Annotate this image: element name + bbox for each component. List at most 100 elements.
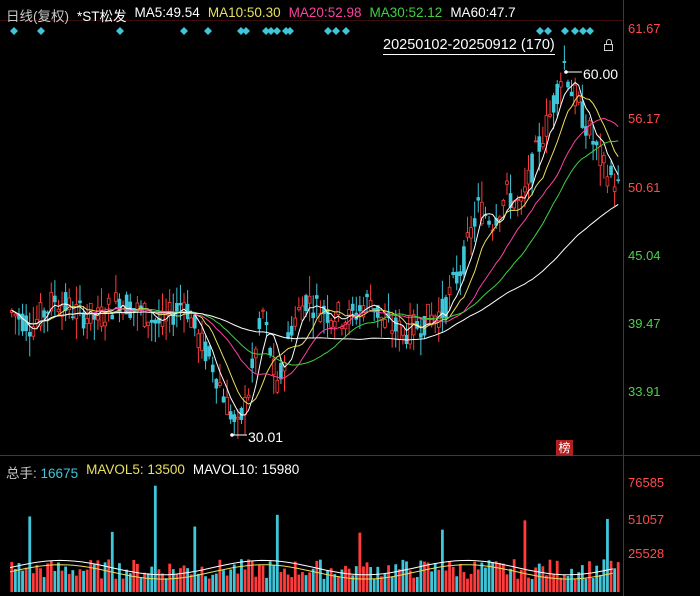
candle-body bbox=[42, 310, 46, 318]
volume-bar bbox=[110, 531, 114, 592]
high-dot bbox=[564, 70, 568, 74]
volume-bar bbox=[562, 574, 566, 592]
candle-body bbox=[602, 155, 606, 164]
candle-body bbox=[78, 300, 82, 304]
volume-bar bbox=[275, 514, 279, 592]
volume-bar bbox=[297, 574, 301, 592]
candle-body bbox=[178, 302, 183, 306]
candle-body bbox=[555, 83, 560, 104]
candle-body bbox=[580, 101, 585, 128]
candle-body bbox=[336, 302, 341, 316]
date-range[interactable]: 20250102-20250912 (170) bbox=[383, 37, 555, 55]
candle-body bbox=[218, 382, 222, 386]
low-price-label: 30.01 bbox=[248, 429, 284, 445]
volume-bar bbox=[135, 563, 139, 592]
volume-bar bbox=[114, 578, 118, 592]
volume-bar bbox=[423, 561, 426, 592]
candle-body bbox=[221, 396, 226, 403]
volume-bar bbox=[476, 569, 480, 592]
candle-body bbox=[426, 303, 430, 326]
ma60-readout: MA60:47.7 bbox=[450, 5, 516, 20]
candle-body bbox=[390, 330, 394, 334]
volume-bar bbox=[588, 561, 591, 592]
volume-bar bbox=[570, 568, 573, 592]
event-marker-icon bbox=[332, 27, 340, 35]
candle-body bbox=[365, 293, 369, 298]
volume-bar bbox=[171, 569, 175, 592]
ma20-readout: MA20:52.98 bbox=[288, 5, 362, 20]
price-axis-label: 45.04 bbox=[628, 248, 661, 263]
volume-bar bbox=[46, 563, 50, 592]
volume-bar bbox=[376, 566, 380, 592]
volume-bar bbox=[200, 566, 204, 592]
candle-body bbox=[92, 314, 97, 320]
candle-body bbox=[56, 308, 61, 313]
candle-body bbox=[307, 295, 312, 304]
volume-bar bbox=[121, 578, 125, 592]
volume-bar bbox=[523, 520, 527, 592]
event-marker-icon bbox=[586, 27, 594, 35]
volume-bar bbox=[31, 573, 35, 592]
volume-axis-label: 76585 bbox=[628, 475, 665, 490]
low-dot bbox=[230, 433, 234, 437]
candle-body bbox=[314, 295, 319, 299]
candle-body bbox=[523, 186, 527, 193]
candle-body bbox=[419, 333, 423, 338]
volume-bar bbox=[143, 572, 146, 592]
candle-body bbox=[519, 196, 524, 202]
event-marker-icon bbox=[571, 27, 579, 35]
volume-bar bbox=[107, 559, 111, 592]
volume-bar bbox=[254, 576, 258, 592]
candle-body bbox=[268, 347, 272, 356]
candle-body bbox=[469, 227, 473, 239]
event-marker-icon bbox=[180, 27, 188, 35]
volume-bar bbox=[28, 516, 32, 592]
event-marker-icon bbox=[579, 27, 587, 35]
volume-bar bbox=[369, 566, 373, 592]
volume-bar bbox=[21, 570, 24, 592]
period-label[interactable]: 日线(复权) bbox=[6, 9, 69, 24]
price-axis-label: 56.17 bbox=[628, 111, 661, 126]
volume-bar bbox=[530, 578, 534, 592]
volume-bar bbox=[196, 573, 200, 592]
volume-bar bbox=[537, 563, 541, 592]
candle-body bbox=[225, 396, 229, 416]
ranking-badge[interactable]: 榜 bbox=[556, 440, 573, 456]
volume-bar bbox=[67, 573, 71, 592]
candle-body bbox=[537, 136, 542, 152]
event-marker-icon bbox=[37, 27, 45, 35]
volume-bar bbox=[265, 577, 268, 592]
candle-body bbox=[297, 307, 301, 311]
candle-body bbox=[171, 313, 176, 325]
volume-bar bbox=[433, 563, 437, 592]
volume-bar bbox=[394, 564, 398, 592]
candle-body bbox=[447, 286, 452, 295]
candle-body bbox=[192, 314, 197, 329]
volume-bar bbox=[326, 570, 329, 592]
candle-body bbox=[368, 299, 373, 311]
candle-body bbox=[393, 317, 398, 332]
candle-body bbox=[462, 246, 466, 275]
candle-body bbox=[146, 321, 150, 326]
candle-body bbox=[264, 322, 269, 326]
volume-bar bbox=[613, 568, 617, 592]
volume-bar bbox=[74, 575, 78, 592]
candle-body bbox=[300, 305, 305, 321]
volume-bar bbox=[595, 565, 599, 592]
volume-bar bbox=[344, 565, 347, 592]
event-marker-icon bbox=[237, 27, 245, 35]
volume-bar bbox=[379, 576, 383, 592]
candle-body bbox=[27, 332, 32, 337]
volume-bar bbox=[440, 529, 444, 592]
candle-body bbox=[358, 305, 362, 312]
volume-bar bbox=[283, 568, 286, 592]
candle-body bbox=[591, 141, 595, 145]
volume-bar bbox=[82, 570, 85, 592]
candle-body bbox=[451, 272, 455, 275]
lock-icon[interactable] bbox=[603, 38, 614, 52]
candle-body bbox=[609, 165, 613, 176]
volume-bar bbox=[545, 575, 548, 592]
volume-bar bbox=[13, 568, 17, 592]
volume-bar bbox=[351, 575, 355, 592]
